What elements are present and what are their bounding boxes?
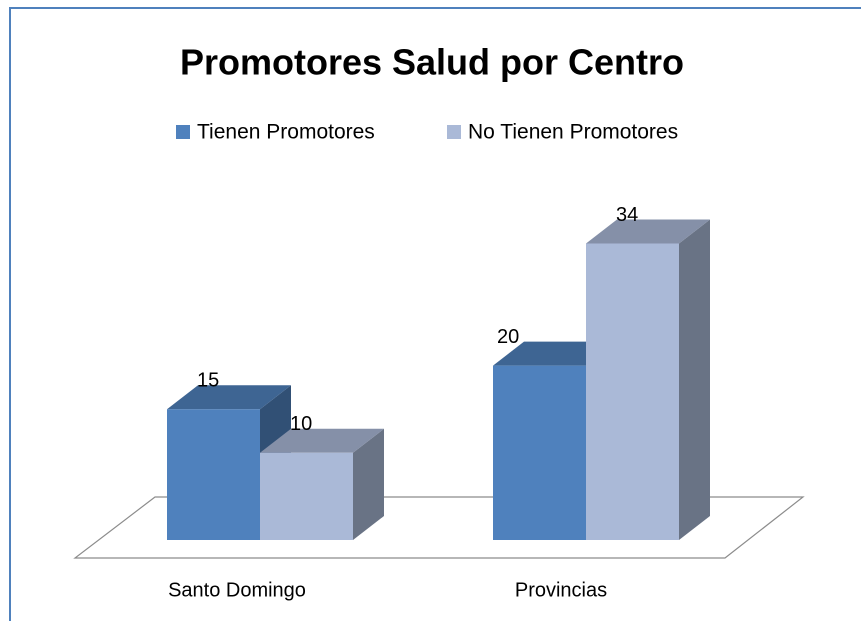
- bar-front: [260, 452, 353, 540]
- bar-front: [586, 243, 679, 540]
- chart-title: Promotores Salud por Centro: [180, 42, 684, 83]
- data-label: 10: [290, 413, 312, 435]
- bar-side: [353, 428, 384, 540]
- bar-top: [260, 428, 384, 453]
- bar-front: [493, 365, 586, 540]
- legend-label: No Tienen Promotores: [468, 121, 678, 144]
- data-label: 15: [197, 369, 219, 391]
- bar-top: [167, 385, 291, 410]
- x-tick-label: Santo Domingo: [168, 579, 306, 601]
- data-label: 34: [616, 204, 638, 226]
- bar: [260, 428, 384, 540]
- legend-label: Tienen Promotores: [197, 121, 375, 144]
- chart-border: [9, 7, 861, 621]
- bar-top: [586, 219, 710, 244]
- floor: [73, 496, 805, 559]
- bar-side: [679, 219, 710, 540]
- legend-swatch: [176, 125, 190, 139]
- bar-front: [167, 409, 260, 540]
- bar: [586, 219, 710, 540]
- legend-swatch: [447, 125, 461, 139]
- data-label: 20: [497, 326, 519, 348]
- x-tick-label: Provincias: [515, 579, 607, 601]
